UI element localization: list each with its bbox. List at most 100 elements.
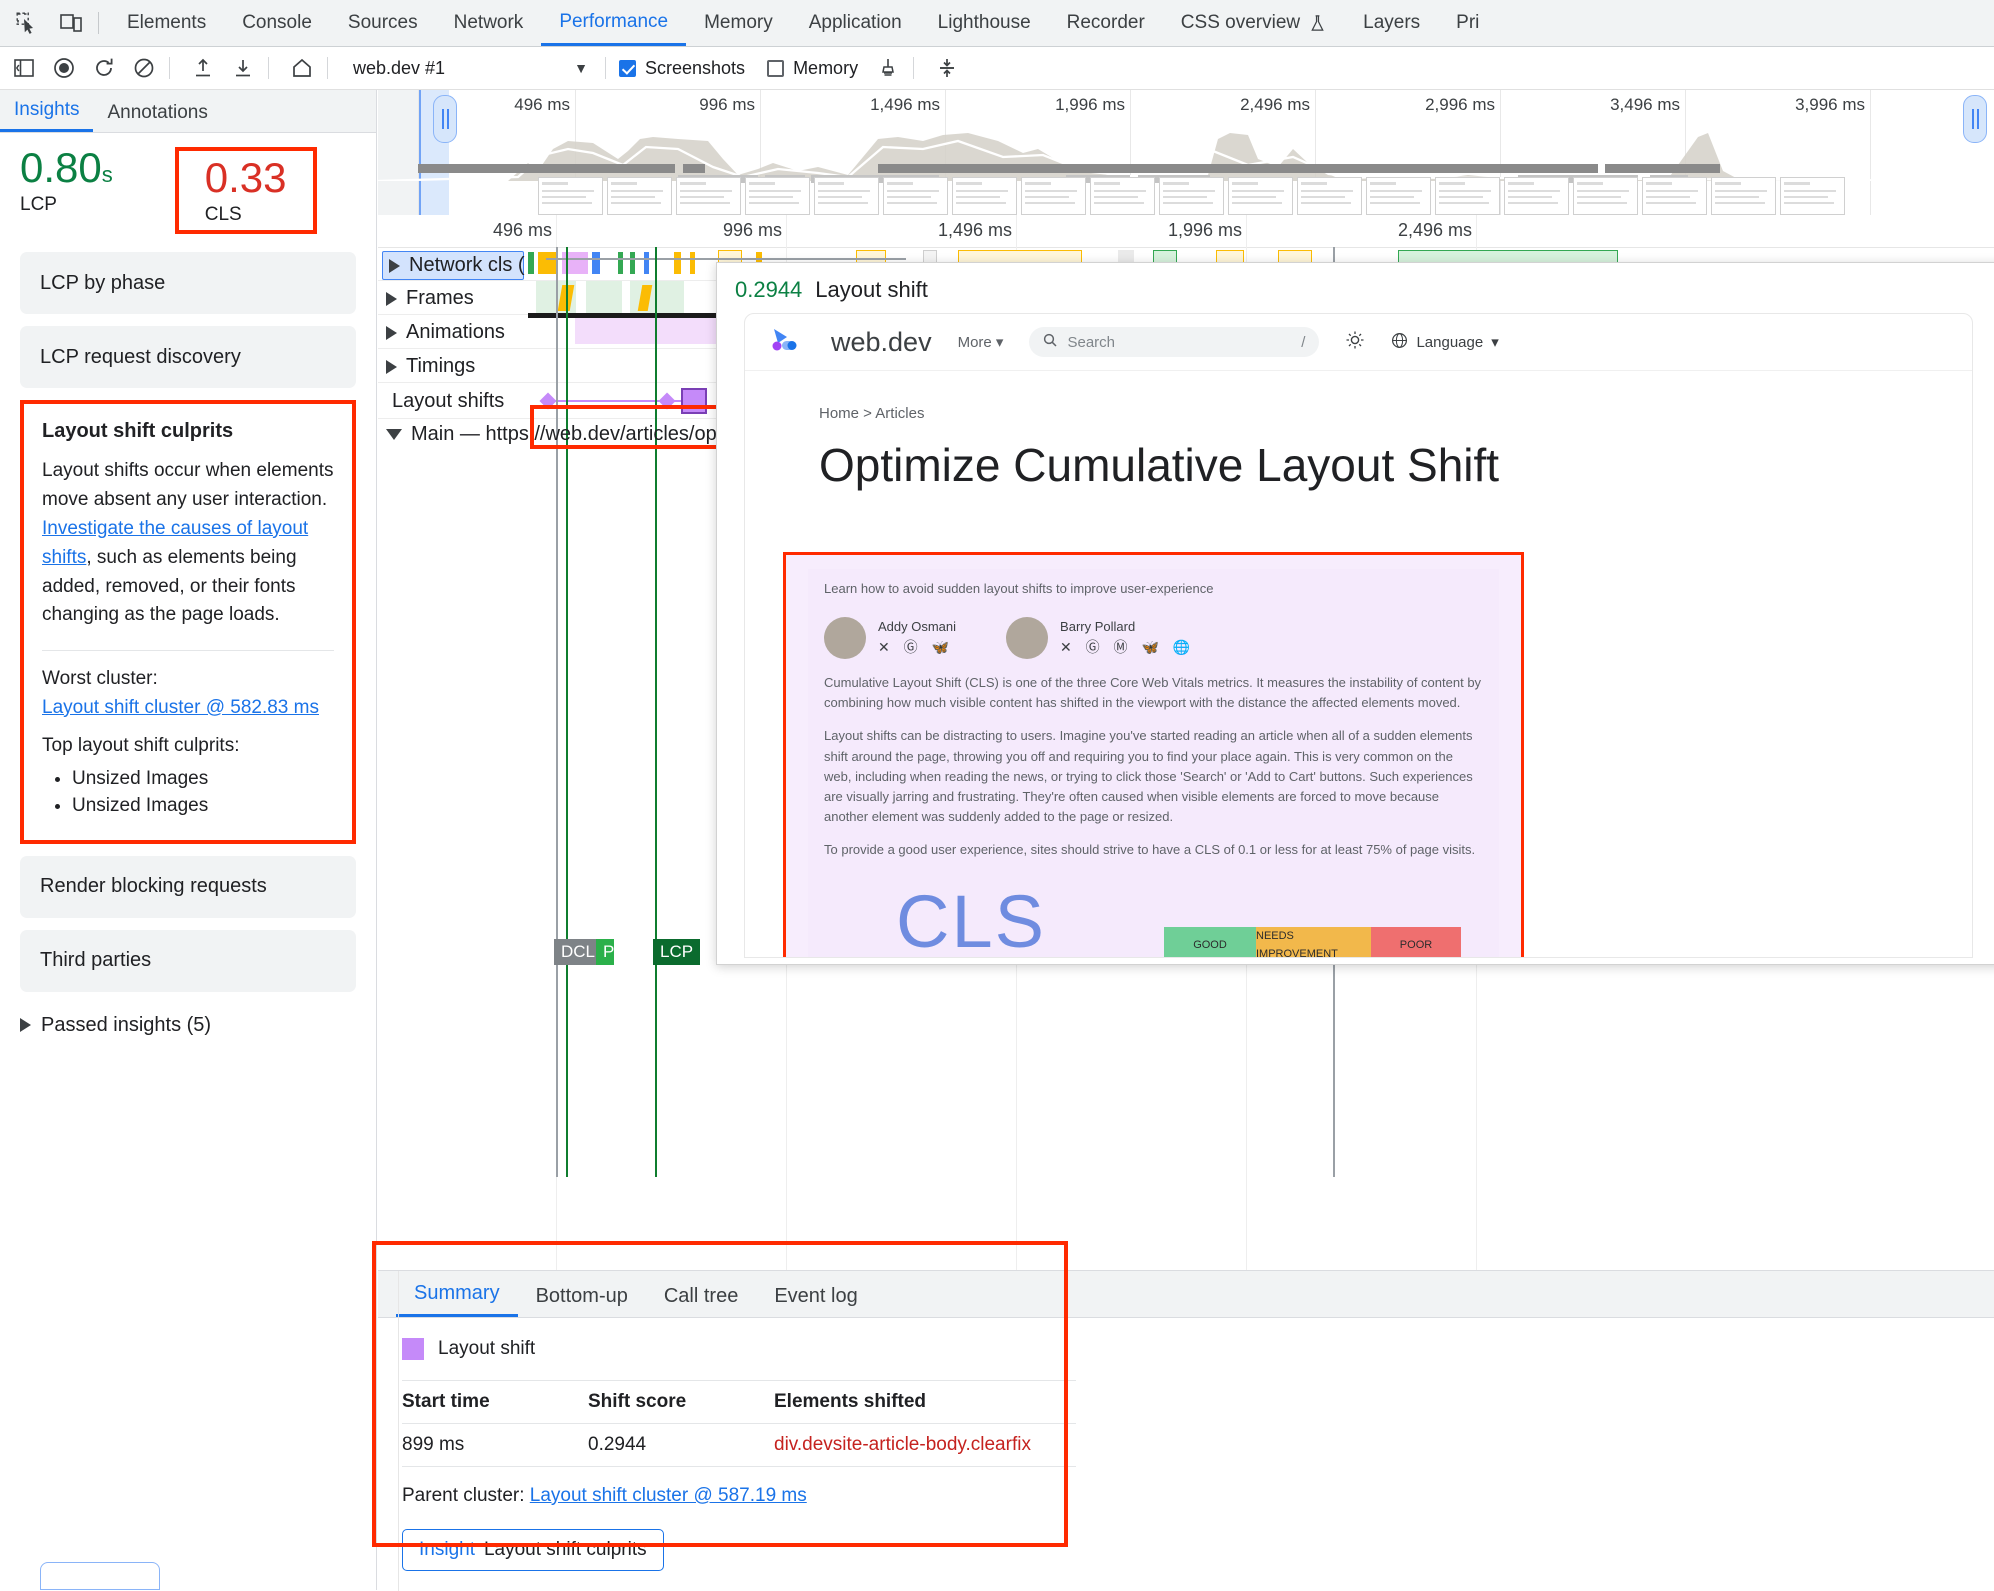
network-request[interactable] [538,252,558,274]
film-frame[interactable] [1366,177,1431,215]
film-frame[interactable] [1090,177,1155,215]
film-frame[interactable] [538,177,603,215]
insight-lcp-by-phase[interactable]: LCP by phase [20,252,356,314]
network-request[interactable] [644,252,649,274]
film-frame[interactable] [1435,177,1500,215]
network-request[interactable] [562,252,588,274]
passed-insights-toggle[interactable]: Passed insights (5) [20,1014,356,1037]
webdev-more-menu[interactable]: More ▾ [957,334,1004,351]
film-frame[interactable] [1297,177,1362,215]
tab-memory[interactable]: Memory [686,0,791,46]
device-toolbar-icon[interactable] [54,6,88,40]
film-frame[interactable] [1021,177,1086,215]
film-frame[interactable] [1159,177,1224,215]
metric-lcp[interactable]: 0.80s LCP [0,147,113,234]
sidebar-tab-insights[interactable]: Insights [0,99,94,132]
overview-tick: 2,496 ms [1240,90,1316,215]
brush-icon[interactable] [872,52,904,84]
tab-recorder[interactable]: Recorder [1049,0,1163,46]
home-icon[interactable] [286,52,318,84]
track-label-animations[interactable]: Animations [386,321,505,344]
reload-and-record-icon[interactable] [88,52,120,84]
film-frame[interactable] [1573,177,1638,215]
sidebar-bottom-pill[interactable] [40,1562,160,1590]
language-selector[interactable]: Language ▾ [1391,332,1499,353]
network-request[interactable] [618,252,623,274]
film-frame[interactable] [607,177,672,215]
film-frame[interactable] [814,177,879,215]
film-frame[interactable] [1711,177,1776,215]
network-request[interactable] [674,252,681,274]
investigate-layout-shifts-link[interactable]: Investigate the causes of layout shifts [42,517,309,568]
network-request[interactable] [528,252,534,274]
tab-performance[interactable]: Performance [541,0,687,46]
drawer-tab-bottom-up[interactable]: Bottom-up [518,1285,646,1317]
network-request[interactable] [592,252,600,274]
insight-render-blocking-requests[interactable]: Render blocking requests [20,855,356,918]
film-frame[interactable] [952,177,1017,215]
trace-select[interactable]: web.dev #1 ▼ [345,53,596,83]
tab-console[interactable]: Console [224,0,330,46]
track-label-layout-shifts[interactable]: Layout shifts [392,390,504,413]
layout-shift-selected[interactable] [681,388,707,414]
film-frame[interactable] [883,177,948,215]
inspect-icon[interactable] [10,6,44,40]
tab-privacy[interactable]: Pri [1438,0,1497,46]
track-label-frames[interactable]: Frames [386,287,474,310]
overview-resize-handle-left[interactable] [433,95,457,143]
timeline-overview[interactable]: 496 ms 996 ms 1,496 ms 1,996 ms 2,496 ms… [378,90,1994,216]
record-icon[interactable] [48,52,80,84]
overview-resize-handle-right[interactable] [1963,95,1987,143]
collapse-icon[interactable] [931,52,963,84]
metric-cls[interactable]: 0.33 CLS [174,147,317,234]
network-request[interactable] [690,252,695,274]
filmstrip[interactable] [378,177,1994,215]
film-frame[interactable] [1642,177,1707,215]
drawer-tab-call-tree[interactable]: Call tree [646,1285,756,1317]
insight-chip-button[interactable]: Insight Layout shift culprits [402,1529,664,1571]
article-paragraph: To provide a good user experience, sites… [824,842,1476,858]
tab-application[interactable]: Application [791,0,920,46]
insight-third-parties[interactable]: Third parties [20,929,356,992]
film-frame[interactable] [1228,177,1293,215]
tab-lighthouse[interactable]: Lighthouse [920,0,1049,46]
upload-icon[interactable] [187,52,219,84]
track-label-network[interactable]: Network cls ( [382,251,525,280]
drawer-tab-event-log[interactable]: Event log [756,1285,875,1317]
marker-lcp[interactable]: LCP [653,939,701,965]
frame-block[interactable] [586,281,622,315]
memory-checkbox[interactable]: Memory [767,58,858,79]
film-frame[interactable] [676,177,741,215]
film-frame[interactable] [1504,177,1569,215]
network-request[interactable] [630,252,635,274]
theme-toggle-icon[interactable] [1345,330,1365,355]
film-frame[interactable] [745,177,810,215]
screenshots-checkbox[interactable]: Screenshots [619,58,745,79]
webdev-search-box[interactable]: Search / [1029,327,1320,357]
drawer-tab-summary[interactable]: Summary [396,1282,518,1317]
tab-layers[interactable]: Layers [1345,0,1438,46]
cell-element-shifted[interactable]: div.devsite-article-body.clearfix [774,1423,1076,1467]
clear-icon[interactable] [128,52,160,84]
parent-cluster-link[interactable]: Layout shift cluster @ 587.19 ms [529,1485,807,1506]
dcl-guide-line [566,247,568,1177]
tab-elements[interactable]: Elements [109,0,224,46]
article-paragraph: Layout shifts can be distracting to user… [824,728,1473,824]
sidebar-tab-annotations[interactable]: Annotations [93,102,221,132]
marker-dcl[interactable]: DCL [554,939,603,965]
tab-css-overview[interactable]: CSS overview [1163,0,1345,46]
worst-cluster-link[interactable]: Layout shift cluster @ 582.83 ms [42,696,319,718]
sidebar-toggle-icon[interactable] [8,52,40,84]
track-label-timings[interactable]: Timings [386,355,475,378]
tab-network[interactable]: Network [436,0,542,46]
insight-lcp-request-discovery[interactable]: LCP request discovery [20,326,356,388]
tab-sources[interactable]: Sources [330,0,436,46]
film-frame[interactable] [1780,177,1845,215]
insight-layout-shift-culprits[interactable]: Layout shift culprits Layout shifts occu… [20,400,356,844]
download-icon[interactable] [227,52,259,84]
popup-title: Layout shift [815,277,928,302]
track-main[interactable]: Main — https://web.dev/articles/optimi [378,419,1994,939]
marker-fcp[interactable]: P [596,939,614,965]
insight-desc-pre: Layout shifts occur when elements move a… [42,460,334,510]
track-label-main[interactable]: Main — https://web.dev/articles/optimi [386,423,748,446]
